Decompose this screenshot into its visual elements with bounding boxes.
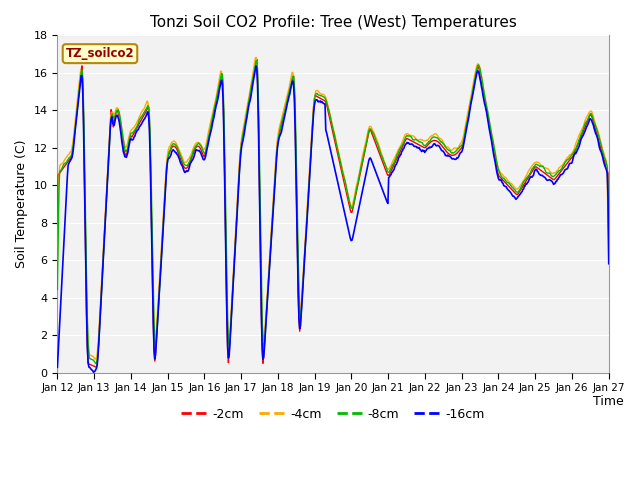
Bar	[58, 185, 609, 223]
Y-axis label: Soil Temperature (C): Soil Temperature (C)	[15, 140, 28, 268]
Text: TZ_soilco2: TZ_soilco2	[66, 47, 134, 60]
Bar	[58, 223, 609, 261]
Bar	[58, 0, 609, 36]
Bar	[58, 298, 609, 336]
Bar	[58, 73, 609, 110]
Bar	[58, 36, 609, 73]
Bar	[58, 261, 609, 298]
Legend: -2cm, -4cm, -8cm, -16cm: -2cm, -4cm, -8cm, -16cm	[176, 403, 490, 426]
Bar	[58, 110, 609, 148]
Bar	[58, 148, 609, 185]
Title: Tonzi Soil CO2 Profile: Tree (West) Temperatures: Tonzi Soil CO2 Profile: Tree (West) Temp…	[150, 15, 516, 30]
Bar	[58, 336, 609, 373]
X-axis label: Time: Time	[593, 395, 624, 408]
